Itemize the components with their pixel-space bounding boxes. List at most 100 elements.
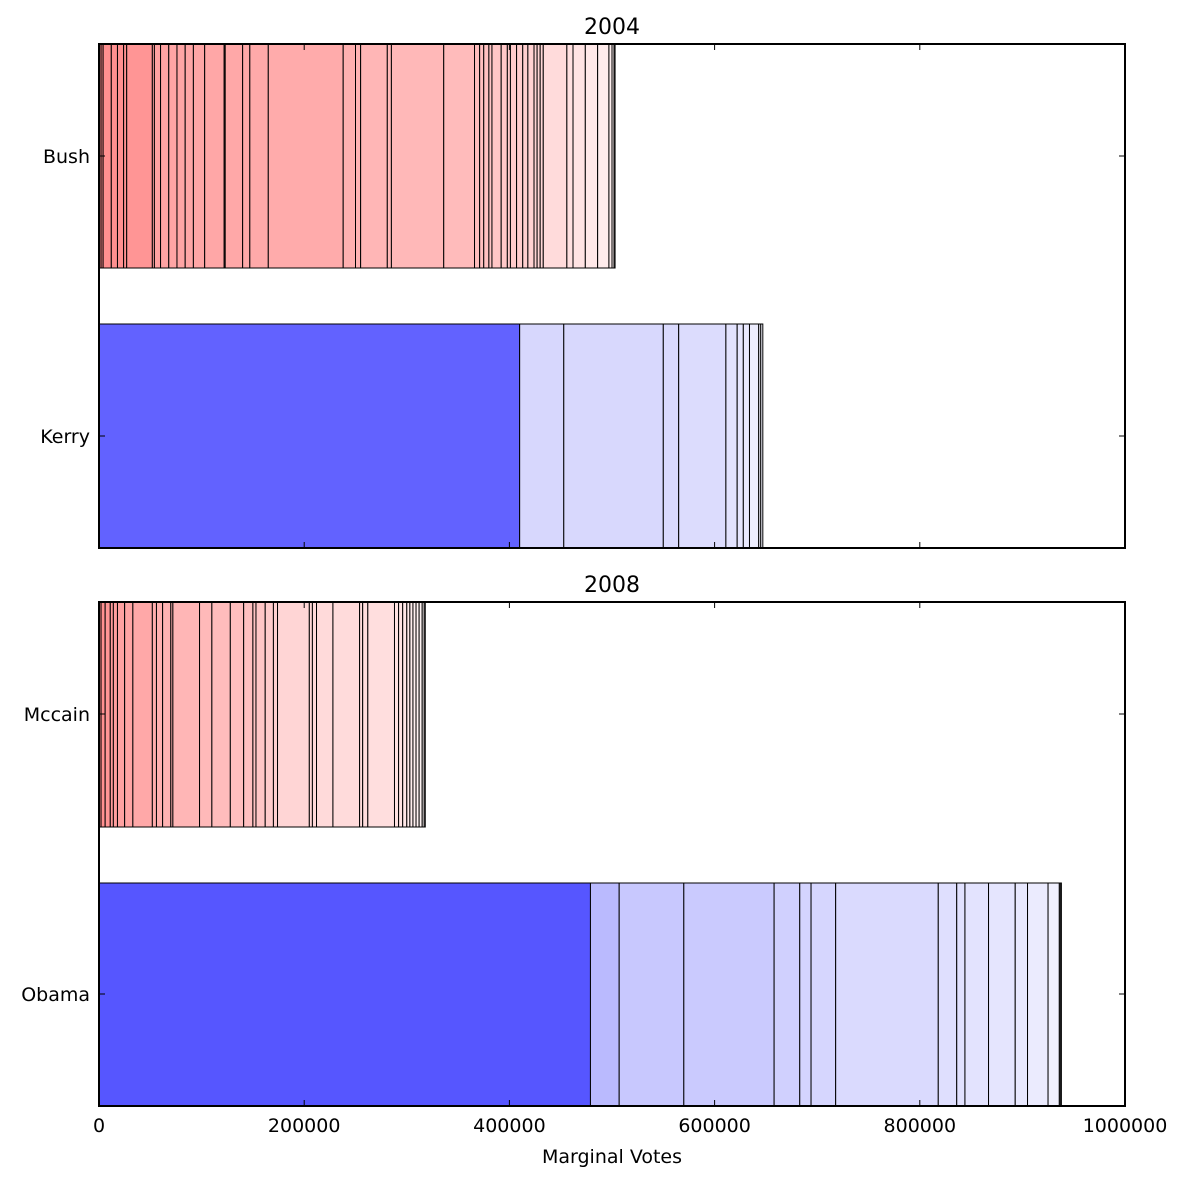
bar-segment bbox=[398, 601, 404, 828]
x-tick-label: 200000 bbox=[268, 1115, 341, 1137]
bar-segment bbox=[748, 323, 760, 549]
x-tick-label: 1000000 bbox=[1083, 1115, 1168, 1137]
bar-segment bbox=[204, 43, 225, 269]
x-tick-label: 0 bbox=[93, 1115, 105, 1137]
bar-segment bbox=[168, 43, 178, 269]
bar-segment bbox=[760, 323, 764, 549]
bar-segment bbox=[483, 43, 490, 269]
bar-segment bbox=[243, 601, 254, 828]
bar-segment bbox=[311, 601, 318, 828]
bar-segment bbox=[584, 43, 599, 269]
chart-title: 2008 bbox=[584, 573, 640, 598]
bar-segment bbox=[386, 43, 392, 269]
bar-segment bbox=[272, 601, 279, 828]
bar-segment bbox=[597, 43, 610, 269]
bar-segment bbox=[509, 43, 518, 269]
bar-segment bbox=[479, 43, 485, 269]
bar-segment bbox=[112, 601, 118, 828]
bar-segment bbox=[964, 882, 990, 1107]
plot-frame bbox=[98, 601, 1126, 1107]
x-tick-label: 600000 bbox=[678, 1115, 751, 1137]
bar-segment bbox=[224, 43, 244, 269]
y-tick-label: Bush bbox=[43, 146, 90, 168]
bar-segment bbox=[589, 882, 620, 1107]
y-tick-label: Obama bbox=[21, 984, 90, 1006]
x-tick-label: 800000 bbox=[884, 1115, 957, 1137]
bar-segment bbox=[491, 43, 502, 269]
bar-segment bbox=[342, 43, 356, 269]
bar-segment bbox=[542, 43, 568, 269]
bar-segment bbox=[1059, 882, 1062, 1107]
bar-segment bbox=[249, 43, 269, 269]
bar-segment bbox=[678, 323, 727, 549]
bar-segment bbox=[332, 601, 361, 828]
bar-segment bbox=[211, 601, 231, 828]
bar-segment bbox=[683, 882, 775, 1107]
bar-segment bbox=[360, 43, 388, 269]
bar-segment bbox=[572, 43, 586, 269]
bar-segment bbox=[618, 882, 685, 1107]
bar-segment bbox=[126, 43, 153, 269]
bar-segment bbox=[267, 43, 344, 269]
bar-segment bbox=[393, 601, 400, 828]
bar-segment bbox=[151, 601, 157, 828]
bar-segment bbox=[662, 323, 680, 549]
x-tick-label: 400000 bbox=[473, 1115, 546, 1137]
bar-segment bbox=[362, 601, 369, 828]
bar-segment bbox=[956, 882, 966, 1107]
bar-segment bbox=[1014, 882, 1029, 1107]
bar-segment bbox=[264, 601, 274, 828]
bar-segment bbox=[124, 601, 134, 828]
bar-segment bbox=[500, 43, 508, 269]
bar-segment bbox=[937, 882, 958, 1107]
bar-segment bbox=[242, 43, 251, 269]
bar-segment bbox=[742, 323, 750, 549]
bar-segment bbox=[176, 43, 186, 269]
bar-segment bbox=[527, 43, 535, 269]
bar-segment bbox=[725, 323, 738, 549]
bar-segment bbox=[566, 43, 574, 269]
bar-segment bbox=[402, 601, 408, 828]
bar-segment bbox=[519, 323, 565, 549]
bar-segment bbox=[522, 43, 529, 269]
bar-segment bbox=[98, 882, 591, 1107]
bar-segment bbox=[184, 43, 194, 269]
bar-segment bbox=[474, 43, 481, 269]
bar-segment bbox=[98, 323, 521, 549]
bar-segment bbox=[155, 601, 164, 828]
bar-segment bbox=[172, 601, 201, 828]
bar-segment bbox=[199, 601, 213, 828]
x-axis-label: Marginal Votes bbox=[542, 1146, 682, 1168]
bar-segment bbox=[192, 43, 206, 269]
bar-segment bbox=[736, 323, 744, 549]
bar-segment bbox=[277, 601, 310, 828]
plot-frame bbox=[98, 43, 1126, 549]
bar-segment bbox=[110, 43, 118, 269]
y-tick-label: Kerry bbox=[40, 426, 90, 448]
bar-segment bbox=[810, 882, 837, 1107]
bar-segment bbox=[390, 43, 445, 269]
bar-segment bbox=[1027, 882, 1049, 1107]
bar-segment bbox=[835, 882, 939, 1107]
bar-segment bbox=[773, 882, 801, 1107]
bar-segment bbox=[563, 323, 664, 549]
bar-segment bbox=[799, 882, 812, 1107]
y-tick-label: Mccain bbox=[24, 704, 90, 726]
bar-segment bbox=[162, 601, 172, 828]
bar-segment bbox=[355, 43, 362, 269]
bar-segment bbox=[423, 601, 426, 828]
bar-segment bbox=[988, 882, 1016, 1107]
bar-segment bbox=[316, 601, 334, 828]
bar-segment bbox=[516, 43, 524, 269]
bar-segment bbox=[116, 601, 126, 828]
bar-segment bbox=[229, 601, 245, 828]
chart-title: 2004 bbox=[584, 15, 640, 40]
bar-segment bbox=[1047, 882, 1060, 1107]
bar-segment bbox=[104, 601, 111, 828]
bar-segment bbox=[153, 43, 162, 269]
bar-segment bbox=[613, 43, 616, 269]
bar-segment bbox=[132, 601, 153, 828]
bar-segment bbox=[443, 43, 476, 269]
